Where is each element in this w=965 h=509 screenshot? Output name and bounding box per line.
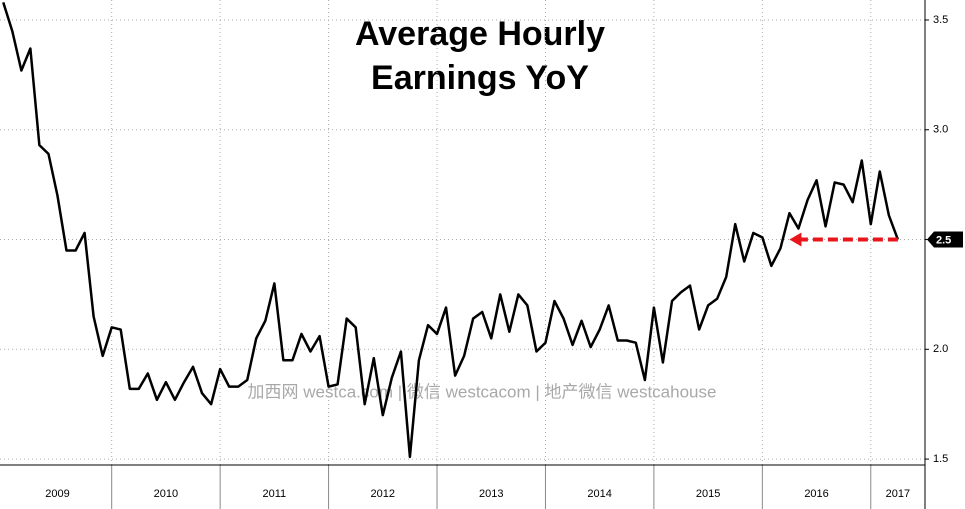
y-tick-label: 1.5 — [933, 453, 948, 465]
x-tick-label: 2010 — [154, 488, 178, 500]
end-label-box — [927, 231, 963, 248]
watermark: 加西网 westca.com | 微信 westcacom | 地产微信 wes… — [248, 382, 717, 401]
x-tick-label: 2009 — [45, 488, 69, 500]
line-series — [2, 2, 900, 459]
arrow-head — [789, 232, 802, 247]
y-tick-label: 3.0 — [933, 124, 948, 136]
x-tick-label: 2017 — [886, 488, 910, 500]
x-tick-label: 2016 — [804, 488, 828, 500]
y-tick-label: 3.5 — [933, 14, 948, 26]
x-tick-label: 2013 — [479, 488, 503, 500]
y-tick-label: 2.0 — [933, 343, 948, 355]
x-tick-label: 2015 — [696, 488, 720, 500]
x-tick-label: 2014 — [587, 488, 611, 500]
chart-title: Earnings YoY — [371, 59, 589, 97]
x-tick-label: 2011 — [263, 488, 287, 500]
end-label: 2.5 — [936, 234, 951, 246]
x-tick-label: 2012 — [371, 488, 395, 500]
chart-title: Average Hourly — [355, 15, 605, 53]
